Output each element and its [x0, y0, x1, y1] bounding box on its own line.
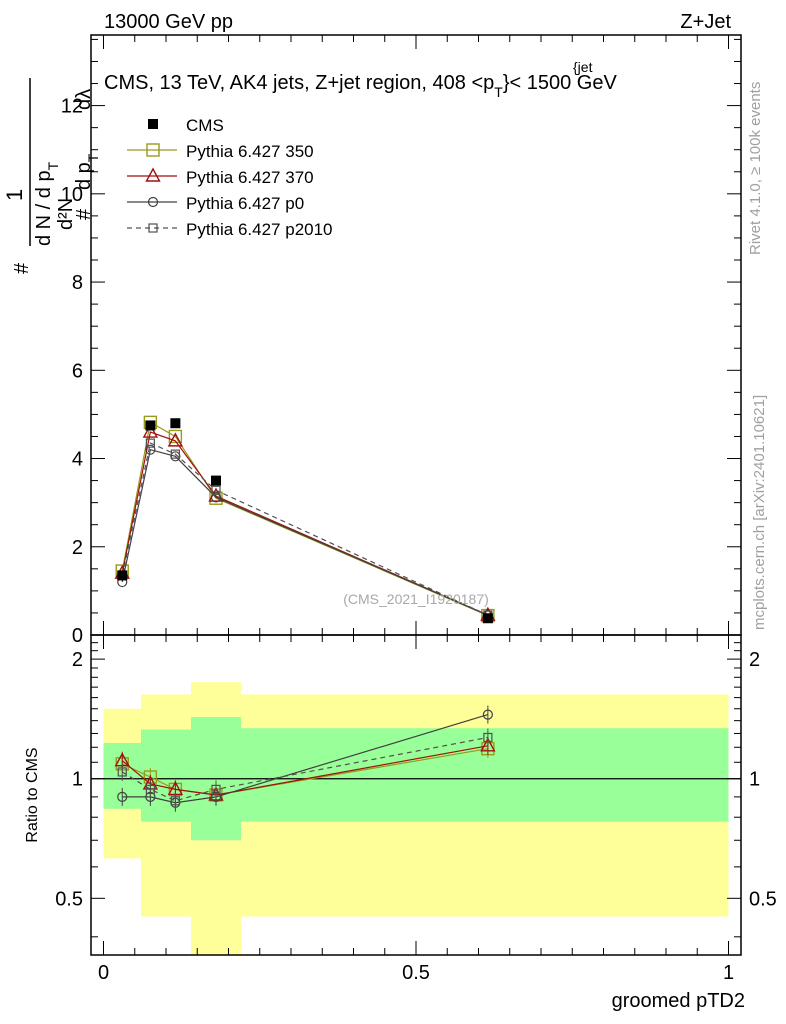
main-panel: 0 2 4 6 8 10 12 CMS, 13 TeV, AK4 jets, Z+jet r…	[61, 34, 742, 647]
process-label: Z+Jet	[680, 11, 731, 33]
series-2-point-1	[145, 444, 156, 455]
y-tick-label-0: 0	[72, 625, 83, 647]
main-plot-content	[114, 415, 496, 624]
ratio-series-3-point-1	[145, 784, 155, 794]
ratio-tick-label-right-2: 2	[749, 649, 760, 671]
cms-point-4	[482, 613, 493, 624]
cms-point-2	[170, 418, 181, 429]
y-tick-label-6: 12	[61, 96, 83, 118]
x-tick-label-0: 0	[98, 962, 109, 984]
mcplots-label: mcplots.cern.ch [arXiv:2401.10621]	[751, 395, 768, 630]
ratio-tick-label-left-2: 2	[72, 649, 83, 671]
legend-marker-3	[148, 223, 158, 233]
ratio-band-green-1	[141, 729, 191, 822]
legend-cms-label: CMS	[186, 116, 224, 135]
legend-label-1: Pythia 6.427 370	[186, 168, 314, 187]
series-2-point-3	[210, 492, 222, 503]
ratio-axes: 0 0.5 1 0.5 0.5 1 1 2 2	[55, 635, 777, 984]
series-1-point-2	[167, 432, 184, 447]
y-label-lambda: dλ	[73, 89, 95, 110]
cms-point-1	[145, 420, 156, 431]
series-3-point-2	[170, 449, 180, 459]
cms-point-3	[211, 475, 221, 486]
title-sub: T	[494, 84, 503, 100]
legend-label-0: Pythia 6.427 350	[186, 142, 314, 161]
y-tick-label-1: 2	[72, 537, 83, 559]
y-axis-label: # 1 d N / d pT # d²N d pT dλ	[2, 78, 101, 274]
legend-marker-0	[146, 143, 160, 157]
ratio-tick-label-left-1: 1	[72, 769, 83, 791]
legend-label-2: Pythia 6.427 p0	[186, 194, 304, 213]
y-label-numbottom-text: d p	[73, 162, 95, 190]
ratio-plot-content	[91, 682, 741, 955]
title-post: }< 1500 GeV	[503, 72, 618, 94]
legend-label-3: Pythia 6.427 p2010	[186, 220, 333, 239]
y-tick-label-4: 8	[72, 272, 83, 294]
y-tick-label-2: 4	[72, 449, 83, 471]
cms-point-0	[117, 570, 128, 581]
ratio-series-3-point-0	[117, 767, 127, 777]
ratio-series-3-point-2	[170, 796, 180, 806]
legend-marker-2	[147, 196, 159, 208]
y-label-den-sub: T	[45, 161, 61, 170]
ratio-panel: 0 0.5 1 0.5 0.5 1 1 2 2	[55, 634, 777, 984]
series-1-point-1	[142, 423, 159, 438]
series-3-point-3	[211, 485, 221, 495]
ratio-series-2-point-4	[482, 709, 493, 720]
title-superscript: {jet	[573, 59, 593, 75]
y-tick-label-3: 6	[72, 360, 83, 382]
main-axes: 0 2 4 6 8 10 12	[61, 35, 741, 647]
series-1-point-3	[208, 487, 224, 502]
series-line-2	[121, 448, 489, 616]
ratio-tick-label-right-0: 0.5	[749, 888, 777, 910]
title-pre: CMS, 13 TeV, AK4 jets, Z+jet region, 408…	[104, 72, 494, 94]
energy-label: 13000 GeV pp	[104, 11, 233, 33]
series-line-3	[121, 442, 489, 616]
y-label-hash-2: #	[73, 208, 95, 220]
analysis-watermark: (CMS_2021_I1920187)	[343, 591, 489, 607]
series-line-0	[121, 421, 489, 617]
ratio-tick-label-right-1: 1	[749, 769, 760, 791]
ratio-series-3-point-3	[211, 784, 221, 794]
ratio-y-label: Ratio to CMS	[24, 747, 41, 842]
x-axis-label: groomed pTD2	[612, 990, 745, 1012]
ratio-line-3	[121, 736, 488, 802]
y-label-num-bottom: d pT	[73, 153, 101, 190]
ratio-series-2-point-0	[117, 791, 128, 802]
y-label-numerator: d²N	[55, 198, 77, 230]
series-3-point-1	[145, 438, 155, 448]
legend-cms-marker	[148, 119, 158, 129]
x-tick-label-2: 1	[723, 962, 734, 984]
rivet-version-label: Rivet 4.1.0, ≥ 100k events	[747, 82, 764, 255]
series-line-1	[121, 431, 489, 616]
y-label-den-text: d N / d p	[33, 170, 55, 246]
y-tick-label-5: 10	[61, 184, 83, 206]
ratio-tick-label-left-0: 0.5	[55, 888, 83, 910]
chart-title: CMS, 13 TeV, AK4 jets, Z+jet region, 408…	[104, 72, 617, 100]
ratio-series-3-point-4	[483, 732, 493, 743]
ratio-series-1-point-4	[480, 737, 496, 752]
x-tick-label-1: 0.5	[402, 962, 430, 984]
legend: CMS Pythia 6.427 350 Pythia 6.427 370 Pythi…	[127, 116, 333, 239]
y-label-denominator: d N / d pT	[33, 161, 61, 246]
series-0-point-2	[168, 429, 183, 444]
legend-marker-1	[145, 167, 161, 182]
y-label-one: 1	[2, 189, 27, 201]
y-label-hash: #	[11, 262, 33, 274]
y-label-numbottom-sub: T	[85, 153, 101, 162]
